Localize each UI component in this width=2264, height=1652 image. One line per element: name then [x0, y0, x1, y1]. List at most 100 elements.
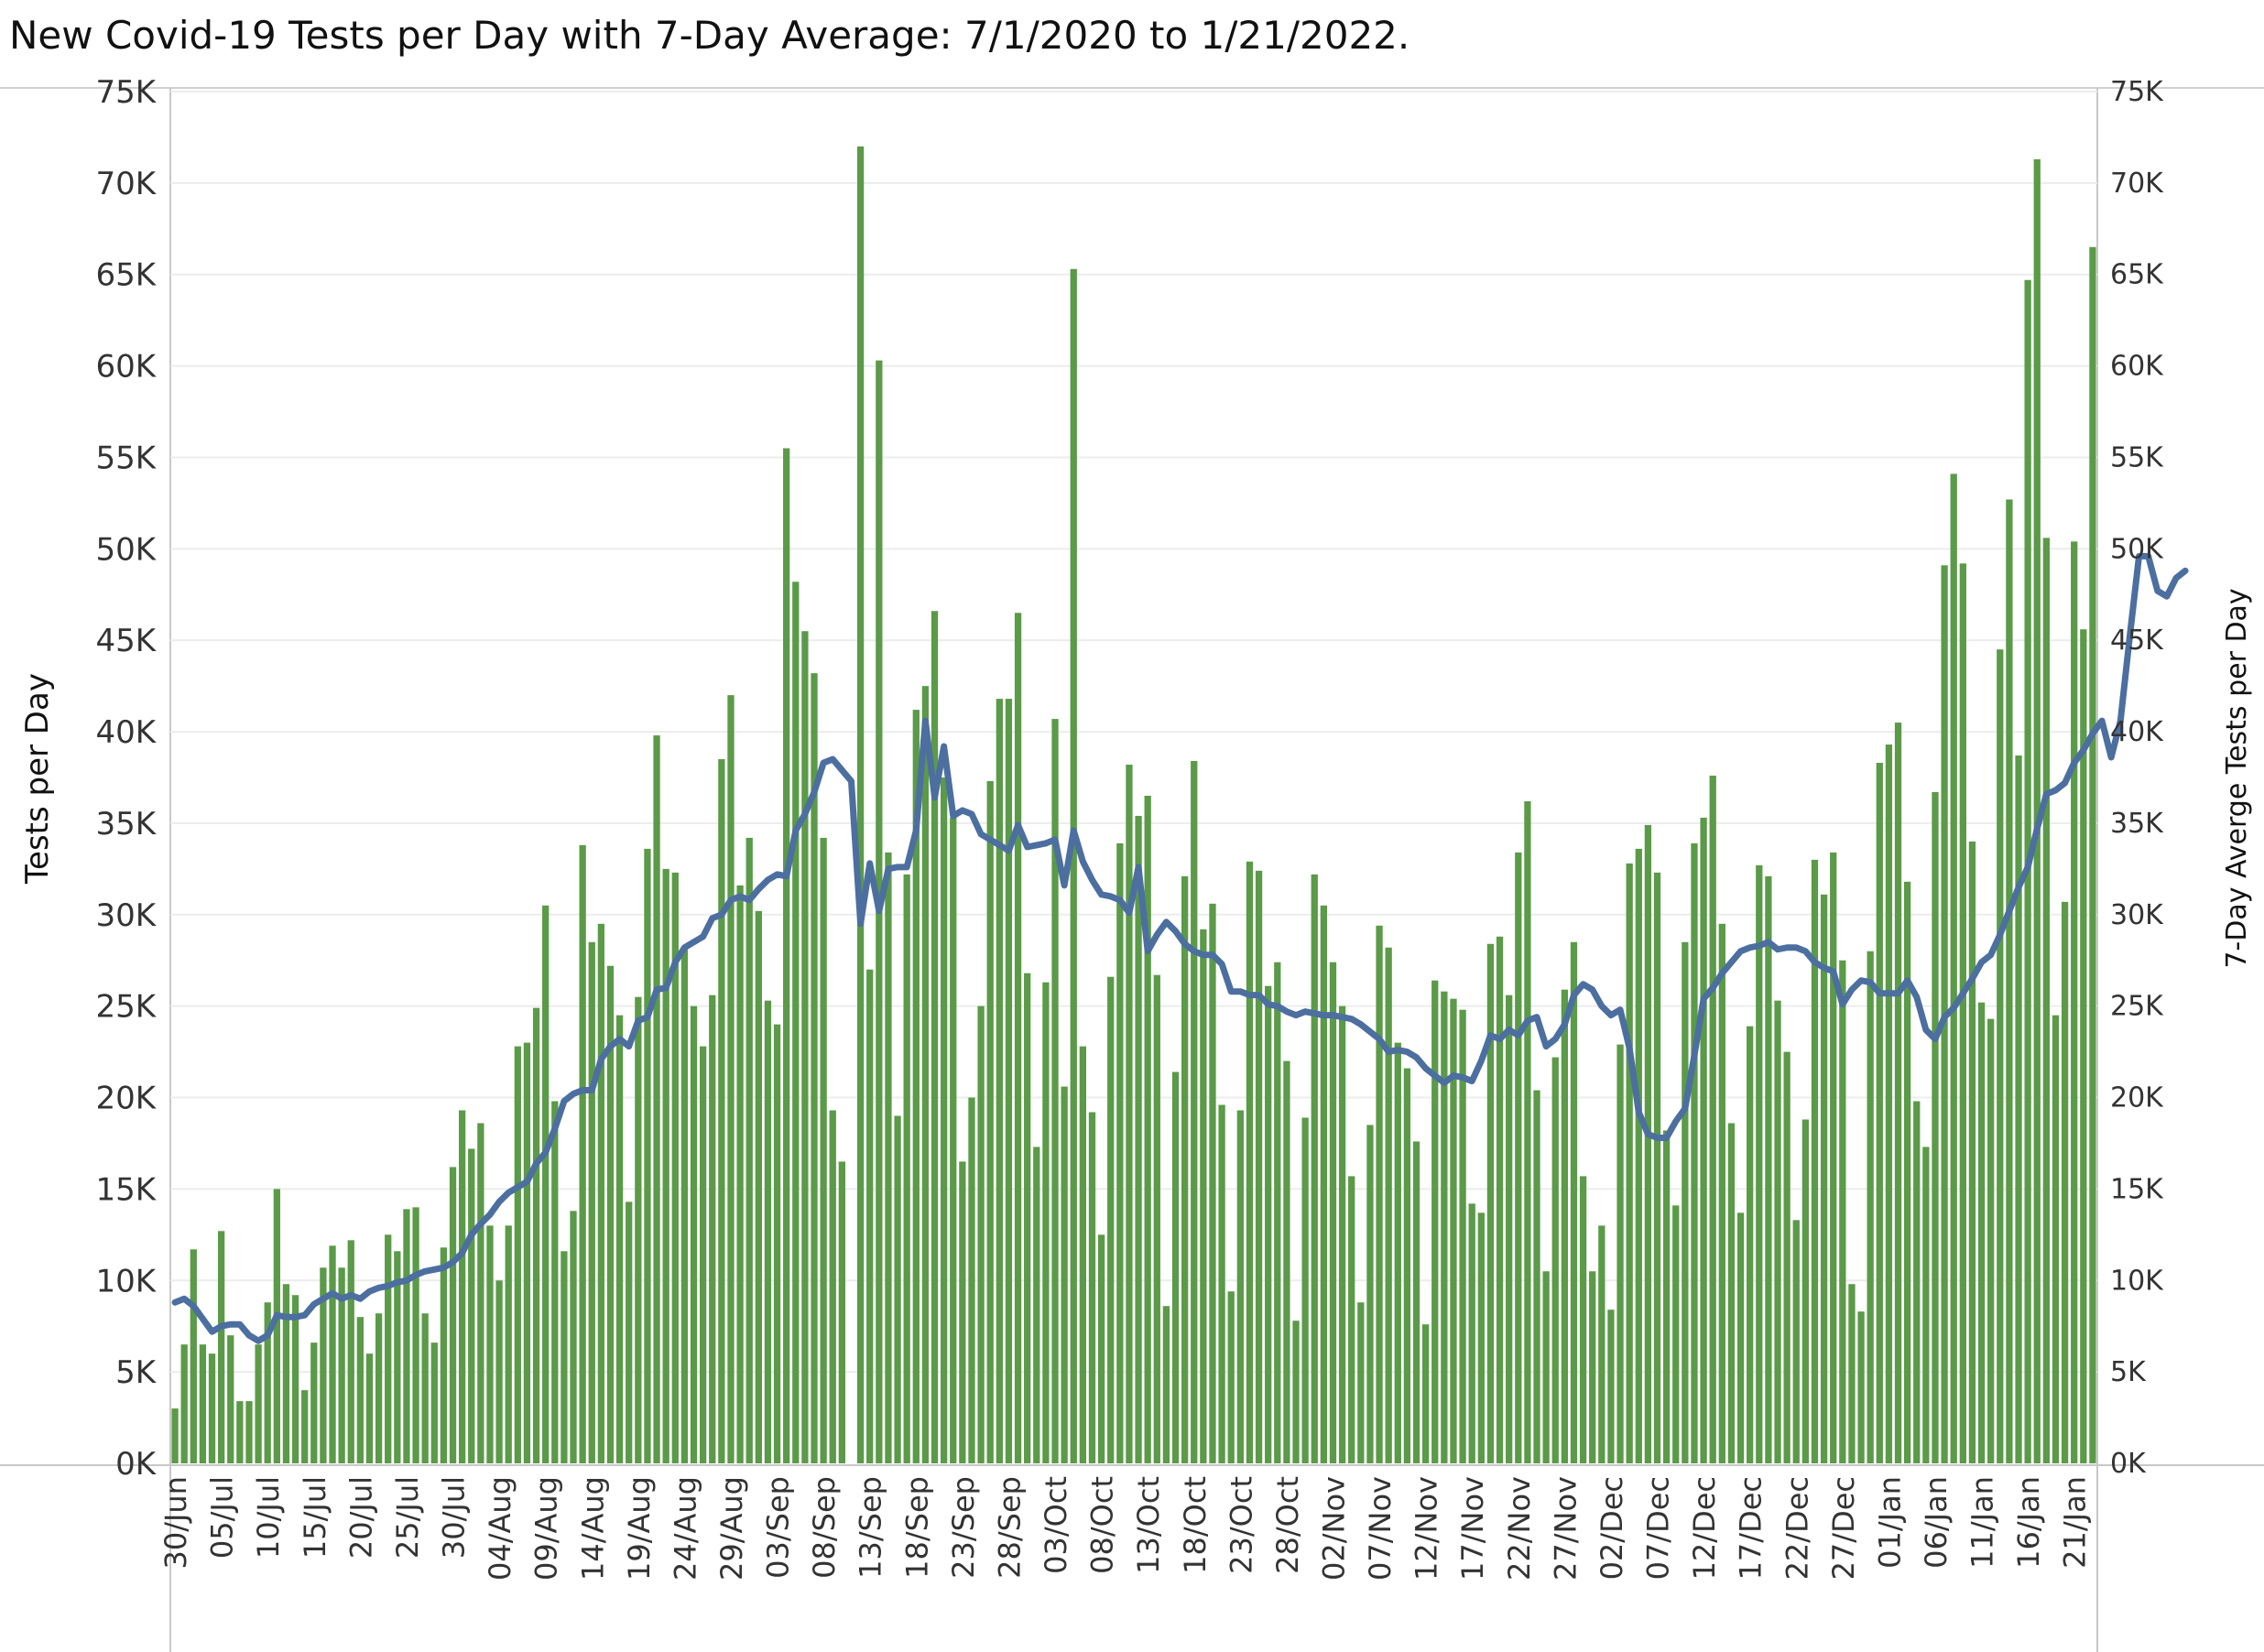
x-tick-label: 03/Oct	[1039, 1476, 1073, 1574]
x-tick-label: 02/Nov	[1316, 1476, 1351, 1581]
bar	[1014, 613, 1022, 1463]
bar	[421, 1313, 429, 1463]
bar	[282, 1284, 290, 1463]
bar	[755, 910, 762, 1463]
x-tick-label: 27/Nov	[1548, 1476, 1583, 1581]
x-tick-label: 30/Jun	[158, 1476, 193, 1570]
bar	[736, 885, 744, 1463]
bar	[561, 1251, 568, 1463]
bar	[1792, 1220, 1800, 1463]
bar	[1200, 929, 1207, 1463]
bar	[486, 1225, 494, 1463]
y-tick-label-right: 5K	[2110, 1356, 2147, 1388]
bar	[495, 1280, 503, 1463]
bar	[671, 872, 679, 1463]
bar	[375, 1313, 383, 1463]
x-tick-label: 07/Dec	[1641, 1476, 1676, 1580]
bar	[1153, 974, 1160, 1463]
bar	[1311, 874, 1318, 1463]
bar	[199, 1344, 207, 1463]
bar	[468, 1148, 475, 1463]
bar	[727, 695, 735, 1463]
y-tick-label-right: 35K	[2110, 808, 2164, 840]
bar	[1830, 852, 1837, 1463]
bar	[1477, 1212, 1485, 1463]
y-tick-label-left: 65K	[95, 257, 157, 294]
bar	[1894, 723, 1902, 1463]
bar	[1718, 923, 1725, 1463]
bar	[996, 699, 1003, 1463]
y-tick-label-left: 50K	[95, 531, 157, 568]
bar	[1691, 842, 1698, 1463]
bar	[1441, 991, 1448, 1463]
bar	[783, 448, 790, 1464]
bar	[1097, 1234, 1105, 1463]
bar	[1061, 1086, 1068, 1463]
bar	[1005, 699, 1013, 1463]
chart-title: New Covid-19 Tests per Day with 7-Day Av…	[9, 13, 1410, 58]
bar	[1227, 1291, 1235, 1463]
bar	[2006, 499, 2013, 1464]
bar	[1394, 1042, 1401, 1463]
y-tick-label-left: 55K	[95, 440, 157, 476]
bar	[912, 710, 920, 1463]
bar	[523, 1042, 531, 1463]
bar	[208, 1353, 216, 1463]
bar	[1774, 1000, 1781, 1463]
bar	[477, 1123, 484, 1463]
bar	[1107, 976, 1115, 1463]
bar	[329, 1245, 336, 1463]
bar	[866, 969, 874, 1463]
x-tick-label: 10/Jul	[251, 1476, 286, 1559]
bar	[746, 837, 753, 1463]
bar	[1042, 982, 1050, 1463]
bar	[801, 631, 809, 1463]
bar	[1246, 861, 1254, 1463]
bar	[1024, 973, 1031, 1463]
bar	[1088, 1112, 1096, 1463]
bar	[1570, 941, 1578, 1463]
bar	[1070, 268, 1077, 1463]
y-tick-label-right: 60K	[2110, 351, 2164, 383]
bar	[1496, 936, 1504, 1463]
bar	[1126, 765, 1133, 1463]
bar	[301, 1390, 309, 1463]
bar	[1181, 875, 1189, 1463]
bar	[430, 1342, 438, 1463]
bar	[1857, 1311, 1865, 1463]
x-tick-label: 13/Oct	[1131, 1476, 1166, 1574]
bar	[838, 1161, 845, 1463]
y-tick-label-right: 0K	[2110, 1448, 2147, 1480]
bar	[1682, 941, 1689, 1463]
bar	[1320, 905, 1327, 1463]
bar	[856, 146, 865, 1463]
bar	[1348, 1176, 1355, 1463]
bar	[1135, 815, 1142, 1463]
y-tick-label-right: 30K	[2110, 899, 2164, 931]
bar	[1385, 947, 1392, 1463]
bar	[1292, 1321, 1300, 1463]
bar	[264, 1302, 271, 1463]
bar	[820, 837, 827, 1463]
bar	[1033, 1147, 1040, 1463]
bar	[615, 1015, 624, 1463]
bar	[227, 1335, 234, 1463]
y-axis-title-right: 7-Day Averge Tests per Day	[2221, 588, 2253, 968]
y-tick-label-right: 10K	[2110, 1265, 2164, 1297]
bar	[931, 611, 939, 1463]
x-tick-label: 16/Jan	[2011, 1476, 2046, 1569]
bar	[1283, 1060, 1290, 1463]
x-tick-label: 17/Nov	[1455, 1476, 1490, 1581]
bar	[1421, 1324, 1430, 1463]
bar	[1542, 1271, 1550, 1463]
bar	[2033, 158, 2041, 1463]
bar	[385, 1234, 392, 1463]
bar	[1274, 962, 1281, 1463]
bar	[1265, 985, 1272, 1463]
bar	[190, 1249, 197, 1463]
bar	[1700, 817, 1707, 1463]
bar	[1672, 1205, 1680, 1463]
bar	[921, 686, 930, 1463]
bar	[626, 1201, 633, 1463]
bar	[1903, 881, 1911, 1463]
